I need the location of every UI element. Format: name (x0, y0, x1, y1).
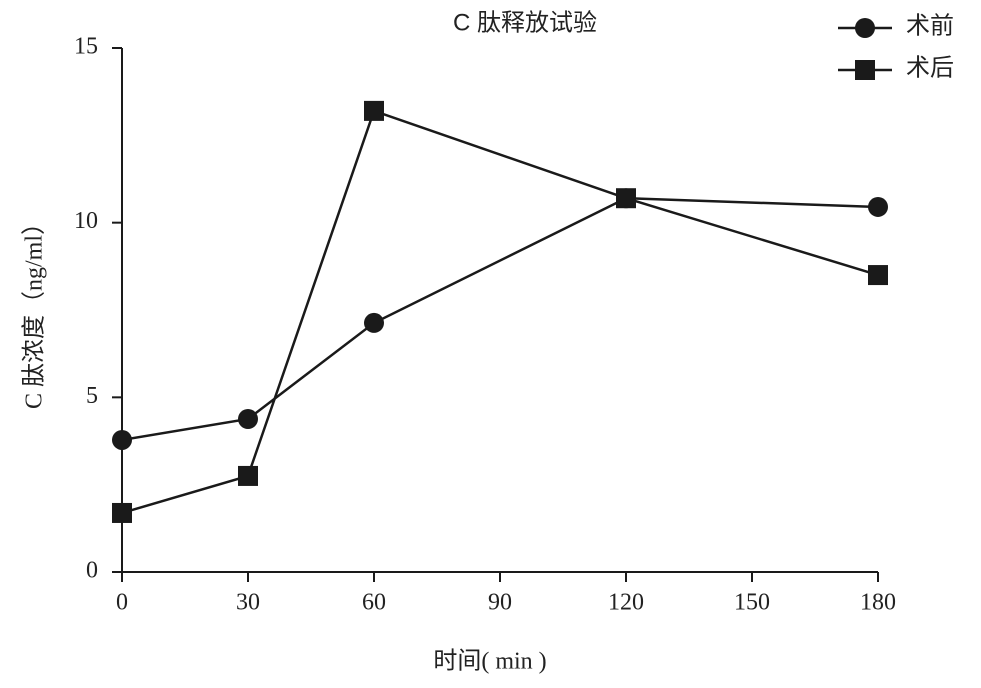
y-tick-label: 10 (74, 208, 98, 234)
chart-title: C 肽释放试验 (453, 9, 597, 36)
x-tick-label: 60 (362, 590, 386, 616)
x-tick-label: 30 (236, 590, 260, 616)
marker (238, 408, 258, 429)
legend-label: 术前 (906, 13, 954, 40)
legend-label: 术后 (906, 55, 954, 82)
y-tick-label: 15 (74, 34, 98, 60)
legend-marker (855, 60, 875, 80)
marker (364, 312, 384, 333)
x-axis-label: 时间( min ) (433, 648, 546, 675)
y-tick-label: 0 (86, 558, 98, 584)
x-tick-label: 150 (734, 590, 770, 616)
x-tick-label: 90 (488, 590, 512, 616)
series-line (121, 196, 879, 442)
marker (616, 188, 636, 209)
marker (238, 465, 258, 486)
marker (868, 196, 888, 217)
legend-marker (855, 18, 875, 38)
y-axis-label: C 肽浓度（ng/ml） (21, 211, 48, 409)
x-tick-label: 0 (116, 590, 128, 616)
x-tick-label: 180 (860, 590, 896, 616)
marker (112, 502, 132, 523)
marker (868, 265, 888, 286)
series-line (121, 109, 879, 515)
marker (112, 429, 132, 450)
marker (364, 100, 384, 121)
y-tick-label: 5 (86, 383, 98, 409)
x-tick-label: 120 (608, 590, 644, 616)
